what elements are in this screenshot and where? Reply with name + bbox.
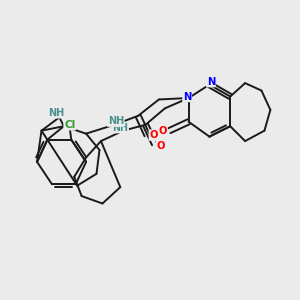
Text: N: N xyxy=(207,76,215,87)
Text: NH: NH xyxy=(48,108,64,118)
Text: O: O xyxy=(158,126,167,136)
Text: Cl: Cl xyxy=(64,120,75,130)
Text: NH: NH xyxy=(112,123,128,133)
Text: O: O xyxy=(156,140,165,151)
Text: O: O xyxy=(149,130,158,140)
Text: N: N xyxy=(183,92,191,101)
Text: NH: NH xyxy=(108,116,124,126)
